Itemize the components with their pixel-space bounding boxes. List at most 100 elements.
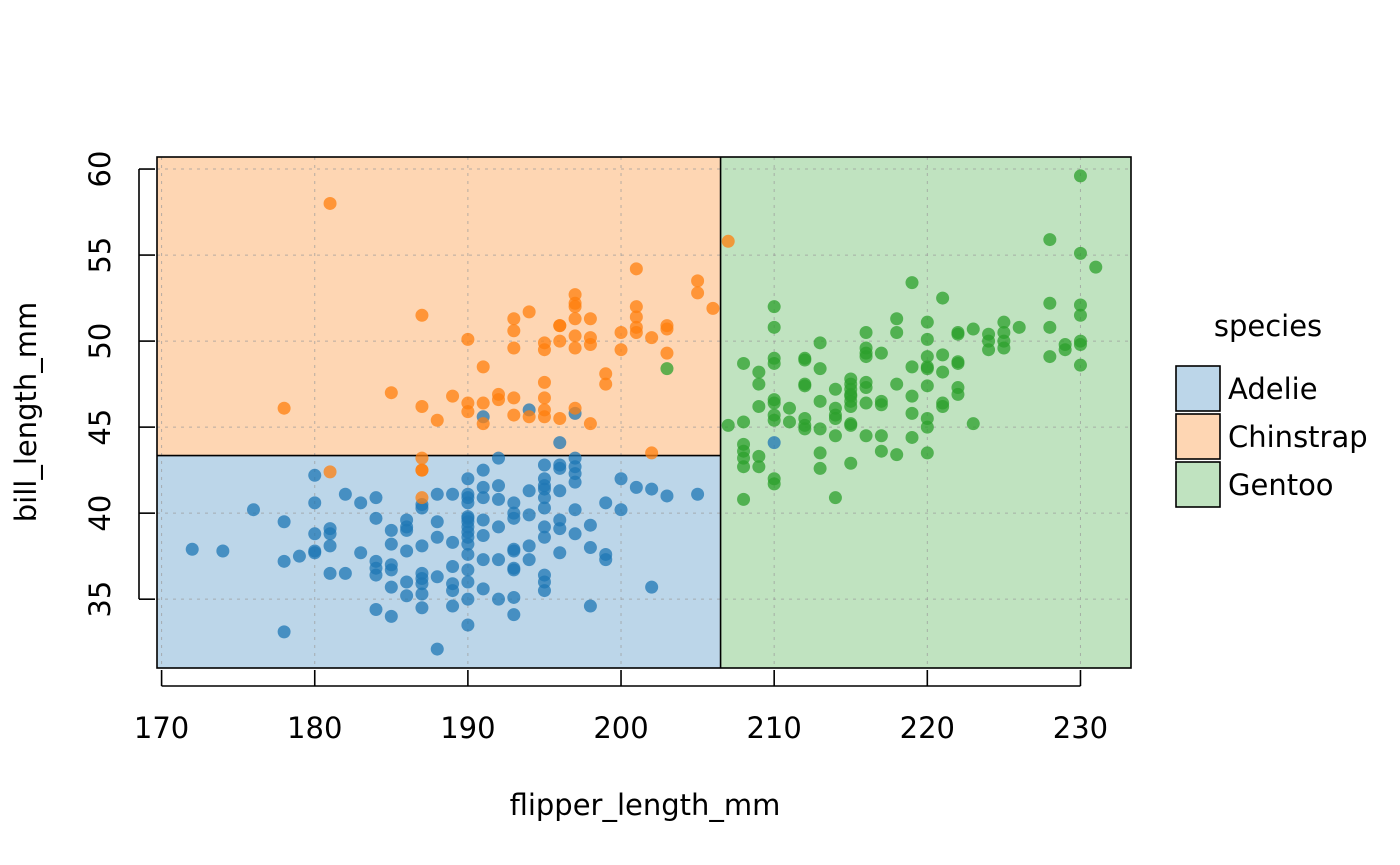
point-gentoo [828,382,842,396]
point-adelie [323,566,337,580]
point-adelie [660,489,674,503]
legend-label-gentoo: Gentoo [1228,468,1334,502]
point-gentoo [920,332,934,346]
point-gentoo [890,448,904,462]
point-chinstrap [599,367,613,381]
point-chinstrap [507,408,521,422]
point-adelie [384,609,398,623]
point-chinstrap [645,446,659,460]
point-gentoo [767,413,781,427]
point-chinstrap [629,325,643,339]
point-adelie [476,529,490,543]
point-adelie [553,458,567,472]
point-adelie [553,436,567,450]
point-gentoo [767,300,781,314]
point-adelie [461,618,475,632]
point-adelie [537,584,551,598]
point-gentoo [997,315,1011,329]
legend-item-chinstrap: Chinstrap [1175,413,1368,460]
point-adelie [522,539,536,553]
point-gentoo [798,353,812,367]
point-gentoo [920,315,934,329]
legend-label-chinstrap: Chinstrap [1228,420,1368,454]
point-chinstrap [568,329,582,343]
plot-frame [156,156,1132,669]
point-gentoo [737,460,751,474]
point-gentoo [859,396,873,410]
point-gentoo [737,415,751,429]
point-chinstrap [568,312,582,326]
point-adelie [599,496,613,510]
point-adelie [537,491,551,505]
point-adelie [384,537,398,551]
point-adelie [446,599,460,613]
point-adelie [568,527,582,541]
point-chinstrap [415,463,429,477]
y-tick-label: 60 [83,151,117,188]
legend-item-gentoo: Gentoo [1175,461,1334,508]
point-gentoo [1058,343,1072,357]
point-gentoo [936,399,950,413]
point-gentoo [905,389,919,403]
point-adelie [645,482,659,496]
point-gentoo [982,343,996,357]
decision-regions [157,157,1131,668]
point-adelie [277,625,291,639]
point-adelie [476,553,490,567]
point-chinstrap [323,465,337,479]
point-gentoo [874,429,888,443]
point-adelie [537,520,551,534]
point-gentoo [828,491,842,505]
point-adelie [369,568,383,582]
point-adelie [308,546,322,560]
point-adelie [553,522,567,536]
series-adelie [185,403,781,656]
point-chinstrap [537,410,551,424]
y-tick-label: 50 [83,323,117,360]
x-axis: 170 180 190 200 210 220 230 [134,670,1108,745]
point-adelie [767,436,781,450]
point-gentoo [844,418,858,432]
point-adelie [614,503,628,517]
point-adelie [369,491,383,505]
point-adelie [507,608,521,622]
x-axis-title: flipper_length_mm [510,788,781,822]
point-adelie [461,547,475,561]
point-adelie [415,501,429,515]
point-gentoo [721,418,735,432]
point-adelie [645,580,659,594]
point-chinstrap [461,332,475,346]
point-adelie [553,484,567,498]
point-gentoo [828,429,842,443]
point-gentoo [859,350,873,364]
point-gentoo [951,356,965,370]
point-adelie [430,530,444,544]
point-gentoo [782,401,796,415]
point-gentoo [905,430,919,444]
point-adelie [216,544,230,558]
point-adelie [400,589,414,603]
point-adelie [430,515,444,529]
point-chinstrap [522,410,536,424]
point-chinstrap [507,324,521,338]
point-gentoo [828,412,842,426]
point-adelie [446,559,460,573]
point-gentoo [767,477,781,491]
point-adelie [384,563,398,577]
point-gentoo [752,399,766,413]
point-gentoo [813,422,827,436]
point-gentoo [1073,298,1087,312]
x-tick-label: 210 [746,711,801,745]
point-chinstrap [507,341,521,355]
point-adelie [415,577,429,591]
point-chinstrap [691,274,705,288]
point-adelie [400,575,414,589]
point-gentoo [951,327,965,341]
point-chinstrap [614,343,628,357]
point-adelie [185,542,199,556]
x-tick-label: 230 [1053,711,1108,745]
point-adelie [492,492,506,506]
point-chinstrap [553,334,567,348]
point-adelie [507,496,521,510]
point-adelie [537,479,551,493]
